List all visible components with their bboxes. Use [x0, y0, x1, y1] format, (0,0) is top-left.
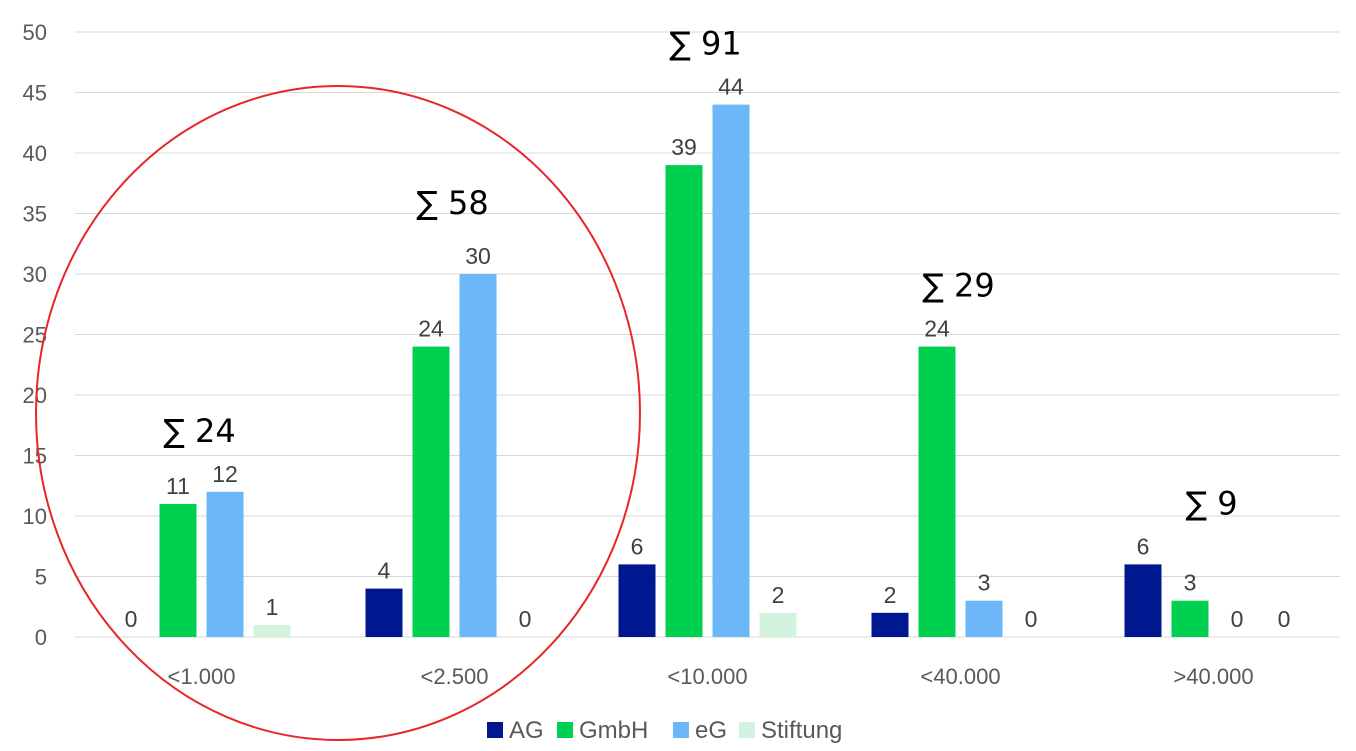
y-tick-label: 35: [23, 202, 47, 227]
x-tick-label: <1.000: [168, 664, 236, 689]
bar: [965, 600, 1003, 637]
legend-label: eG: [695, 717, 727, 744]
bar: [459, 274, 497, 637]
legend-label: Stiftung: [761, 717, 842, 744]
data-label: 44: [718, 74, 744, 100]
gridlines: [75, 31, 1340, 638]
y-tick-label: 50: [23, 20, 47, 45]
x-tick-label: <10.000: [667, 664, 747, 689]
legend-swatch: [673, 722, 689, 738]
y-tick-label: 0: [35, 625, 47, 650]
data-label: 3: [978, 570, 991, 596]
sum-label: ∑ 24: [163, 412, 235, 450]
bar: [618, 564, 656, 637]
data-label: 0: [1025, 606, 1038, 632]
bar: [871, 612, 909, 637]
data-label: 12: [212, 461, 238, 487]
data-label: 0: [1231, 606, 1244, 632]
data-label: 0: [125, 606, 138, 632]
bar: [1124, 564, 1162, 637]
data-label: 0: [1278, 606, 1291, 632]
data-label: 1: [266, 594, 279, 620]
bar: [665, 165, 703, 637]
legend: AG GmbH eG Stiftung: [487, 717, 842, 744]
bar: [1171, 600, 1209, 637]
sum-label: ∑ 9: [1185, 484, 1237, 522]
highlight-circle: [35, 85, 641, 741]
bar: [206, 491, 244, 637]
sum-annotations: ∑ 24 ∑ 58 ∑ 91 ∑ 29 ∑ 9: [163, 25, 1237, 523]
y-tick-label: 15: [23, 444, 47, 469]
data-label: 3: [1184, 570, 1197, 596]
y-tick-label: 5: [35, 565, 47, 590]
data-label: 0: [519, 606, 532, 632]
x-tick-label: >40.000: [1173, 664, 1253, 689]
data-label: 24: [418, 316, 444, 342]
bars: [159, 104, 1209, 638]
bar: [918, 346, 956, 637]
legend-label: GmbH: [579, 717, 648, 744]
bar: [759, 612, 797, 637]
y-tick-label: 30: [23, 262, 47, 287]
bar: [253, 624, 291, 637]
legend-swatch: [487, 722, 503, 738]
bar: [159, 503, 197, 637]
bar: [412, 346, 450, 637]
bar: [712, 104, 750, 638]
data-label: 24: [924, 316, 950, 342]
legend-swatch: [739, 722, 755, 738]
data-label: 2: [772, 582, 785, 608]
y-tick-label: 20: [23, 383, 47, 408]
legend-swatch: [557, 722, 573, 738]
y-tick-label: 10: [23, 504, 47, 529]
x-axis-ticks: <1.000 <2.500 <10.000 <40.000 >40.000: [168, 664, 1254, 689]
x-tick-label: <2.500: [421, 664, 489, 689]
y-tick-label: 40: [23, 141, 47, 166]
data-label: 11: [166, 473, 190, 499]
data-label: 2: [884, 582, 897, 608]
x-tick-label: <40.000: [920, 664, 1000, 689]
sum-label: ∑ 91: [669, 25, 741, 63]
data-label: 4: [378, 558, 391, 584]
legend-label: AG: [509, 717, 544, 744]
y-tick-label: 45: [23, 81, 47, 106]
data-label: 6: [1137, 533, 1150, 559]
data-label: 39: [671, 134, 697, 160]
sum-label: ∑ 29: [922, 267, 994, 305]
data-label: 6: [631, 533, 644, 559]
bar: [365, 588, 403, 637]
sum-label: ∑ 58: [416, 184, 488, 222]
data-label: 30: [465, 243, 491, 269]
